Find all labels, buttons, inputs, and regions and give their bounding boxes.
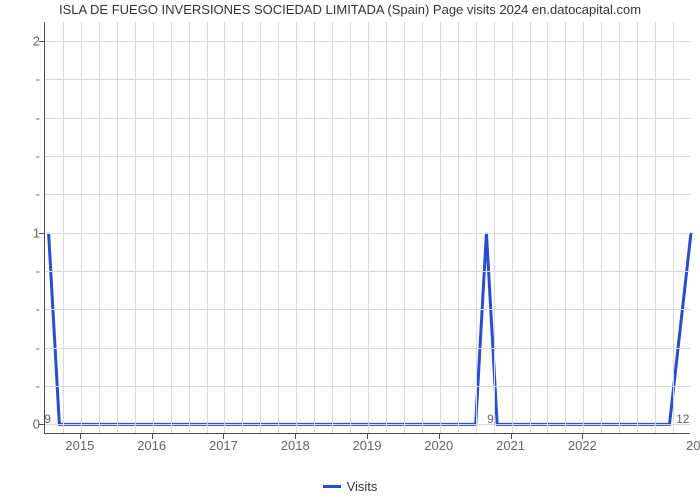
y-tick-label: 0 [22,417,40,432]
gridline-vertical-minor [673,22,674,433]
gridline-vertical-minor [547,22,548,433]
gridline-vertical [296,22,297,433]
x-tick-label: 2016 [137,438,166,453]
gridline-horizontal-minor [45,348,690,349]
gridline-vertical-minor [63,22,64,433]
x-tick-label: 2018 [281,438,310,453]
point-label: 12 [676,412,689,426]
x-tick-label: 2015 [65,438,94,453]
gridline-vertical-minor [242,22,243,433]
x-tick-label-truncated: 202 [686,438,700,453]
y-minor-tick-label: - [32,379,40,394]
gridline-vertical [224,22,225,433]
x-tick-label: 2019 [353,438,382,453]
y-minor-tick-label: - [32,149,40,164]
x-tick-label: 2020 [424,438,453,453]
gridline-vertical-minor [278,22,279,433]
gridline-horizontal-minor [45,386,690,387]
gridline-vertical-minor [404,22,405,433]
gridline-vertical-minor [386,22,387,433]
gridline-vertical-minor [422,22,423,433]
legend-label-visits: Visits [347,479,378,494]
gridline-horizontal-minor [45,79,690,80]
y-minor-tick-label: - [32,302,40,317]
gridline-horizontal-minor [45,156,690,157]
legend-swatch-visits [323,485,341,488]
gridline-vertical-minor [637,22,638,433]
point-label: 9 [487,412,494,426]
gridline-vertical-minor [117,22,118,433]
y-tick-label: 1 [22,225,40,240]
y-minor-tick-label: - [32,187,40,202]
gridline-vertical-minor [189,22,190,433]
gridline-vertical [81,22,82,433]
gridline-horizontal [45,233,690,234]
y-minor-tick-label: - [32,340,40,355]
gridline-horizontal-minor [45,309,690,310]
gridline-vertical [440,22,441,433]
gridline-vertical-minor [530,22,531,433]
gridline-vertical-minor [619,22,620,433]
chart-title: ISLA DE FUEGO INVERSIONES SOCIEDAD LIMIT… [0,2,700,17]
gridline-vertical-minor [494,22,495,433]
gridline-horizontal [45,424,690,425]
gridline-horizontal-minor [45,271,690,272]
y-minor-tick-label: - [32,264,40,279]
gridline-vertical-minor [350,22,351,433]
y-minor-tick-label: - [32,110,40,125]
gridline-vertical-minor [655,22,656,433]
gridline-vertical [512,22,513,433]
plot-area [44,22,690,434]
gridline-vertical-minor [260,22,261,433]
gridline-vertical-minor [565,22,566,433]
gridline-vertical-minor [332,22,333,433]
gridline-horizontal [45,41,690,42]
x-tick-label: 2017 [209,438,238,453]
gridline-vertical-minor [207,22,208,433]
y-tick-label: 2 [22,34,40,49]
gridline-vertical-minor [135,22,136,433]
gridline-vertical-minor [314,22,315,433]
legend: Visits [0,479,700,494]
chart-container: ISLA DE FUEGO INVERSIONES SOCIEDAD LIMIT… [0,0,700,500]
gridline-vertical [368,22,369,433]
x-tick-label: 2021 [496,438,525,453]
gridline-vertical-minor [171,22,172,433]
gridline-vertical [153,22,154,433]
gridline-vertical [583,22,584,433]
x-tick-label: 2022 [568,438,597,453]
gridline-vertical-minor [601,22,602,433]
y-minor-tick-label: - [32,72,40,87]
gridline-vertical-minor [476,22,477,433]
point-label: 9 [44,412,51,426]
gridline-vertical-minor [458,22,459,433]
gridline-horizontal-minor [45,118,690,119]
gridline-horizontal-minor [45,194,690,195]
gridline-vertical-minor [99,22,100,433]
